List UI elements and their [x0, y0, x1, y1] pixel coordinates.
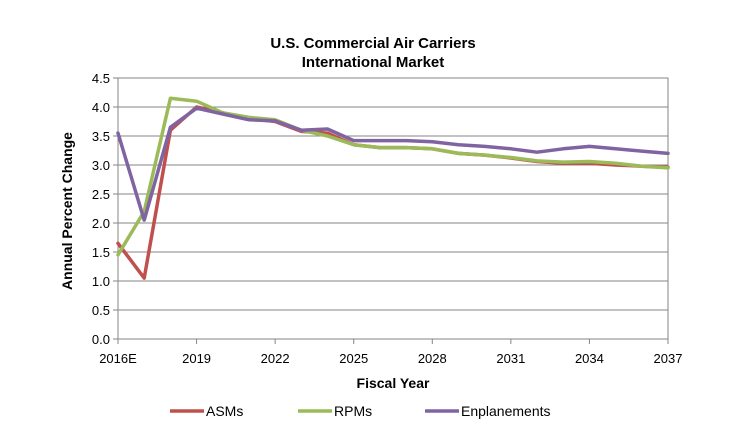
y-tick-label: 0.5: [92, 303, 110, 318]
x-tick-label: 2028: [418, 351, 447, 366]
legend-label-asms: ASMs: [206, 403, 243, 419]
y-tick-label: 1.5: [92, 245, 110, 260]
gridlines: [118, 77, 668, 340]
plot-frame: [117, 77, 669, 340]
y-tick-label: 3.0: [92, 158, 110, 173]
series-line-rpms: [116, 96, 670, 257]
x-tick-label: 2037: [654, 351, 683, 366]
plot-area: [117, 77, 669, 340]
legend: ASMs RPMs Enplanements: [170, 403, 551, 419]
x-tick-label: 2031: [496, 351, 525, 366]
x-axis-ticks: 2016E 2019 2022 2025 2028 2031 2034 2037: [99, 339, 682, 366]
y-tick-label: 2.0: [92, 216, 110, 231]
x-tick-label: 2022: [261, 351, 290, 366]
series-lines: [116, 96, 670, 280]
y-axis-ticks: 0.0 0.5 1.0 1.5 2.0 2.5 3.0 3.5 4.0 4.5: [92, 71, 118, 347]
series-line-enplanements: [116, 106, 670, 222]
y-tick-label: 3.5: [92, 129, 110, 144]
y-tick-label: 0.0: [92, 332, 110, 347]
y-tick-label: 4.5: [92, 71, 110, 86]
x-tick-label: 2025: [339, 351, 368, 366]
x-tick-label: 2019: [182, 351, 211, 366]
y-tick-label: 1.0: [92, 274, 110, 289]
legend-label-rpms: RPMs: [334, 403, 372, 419]
y-tick-label: 4.0: [92, 100, 110, 115]
x-tick-label: 2034: [575, 351, 604, 366]
chart-subtitle: International Market: [302, 54, 445, 71]
y-axis-label: Annual Percent Change: [59, 132, 75, 290]
y-tick-label: 2.5: [92, 187, 110, 202]
x-tick-label: 2016E: [99, 351, 137, 366]
chart-title: U.S. Commercial Air Carriers: [270, 35, 475, 52]
legend-label-enplanements: Enplanements: [461, 403, 551, 419]
x-axis-label: Fiscal Year: [357, 375, 430, 391]
